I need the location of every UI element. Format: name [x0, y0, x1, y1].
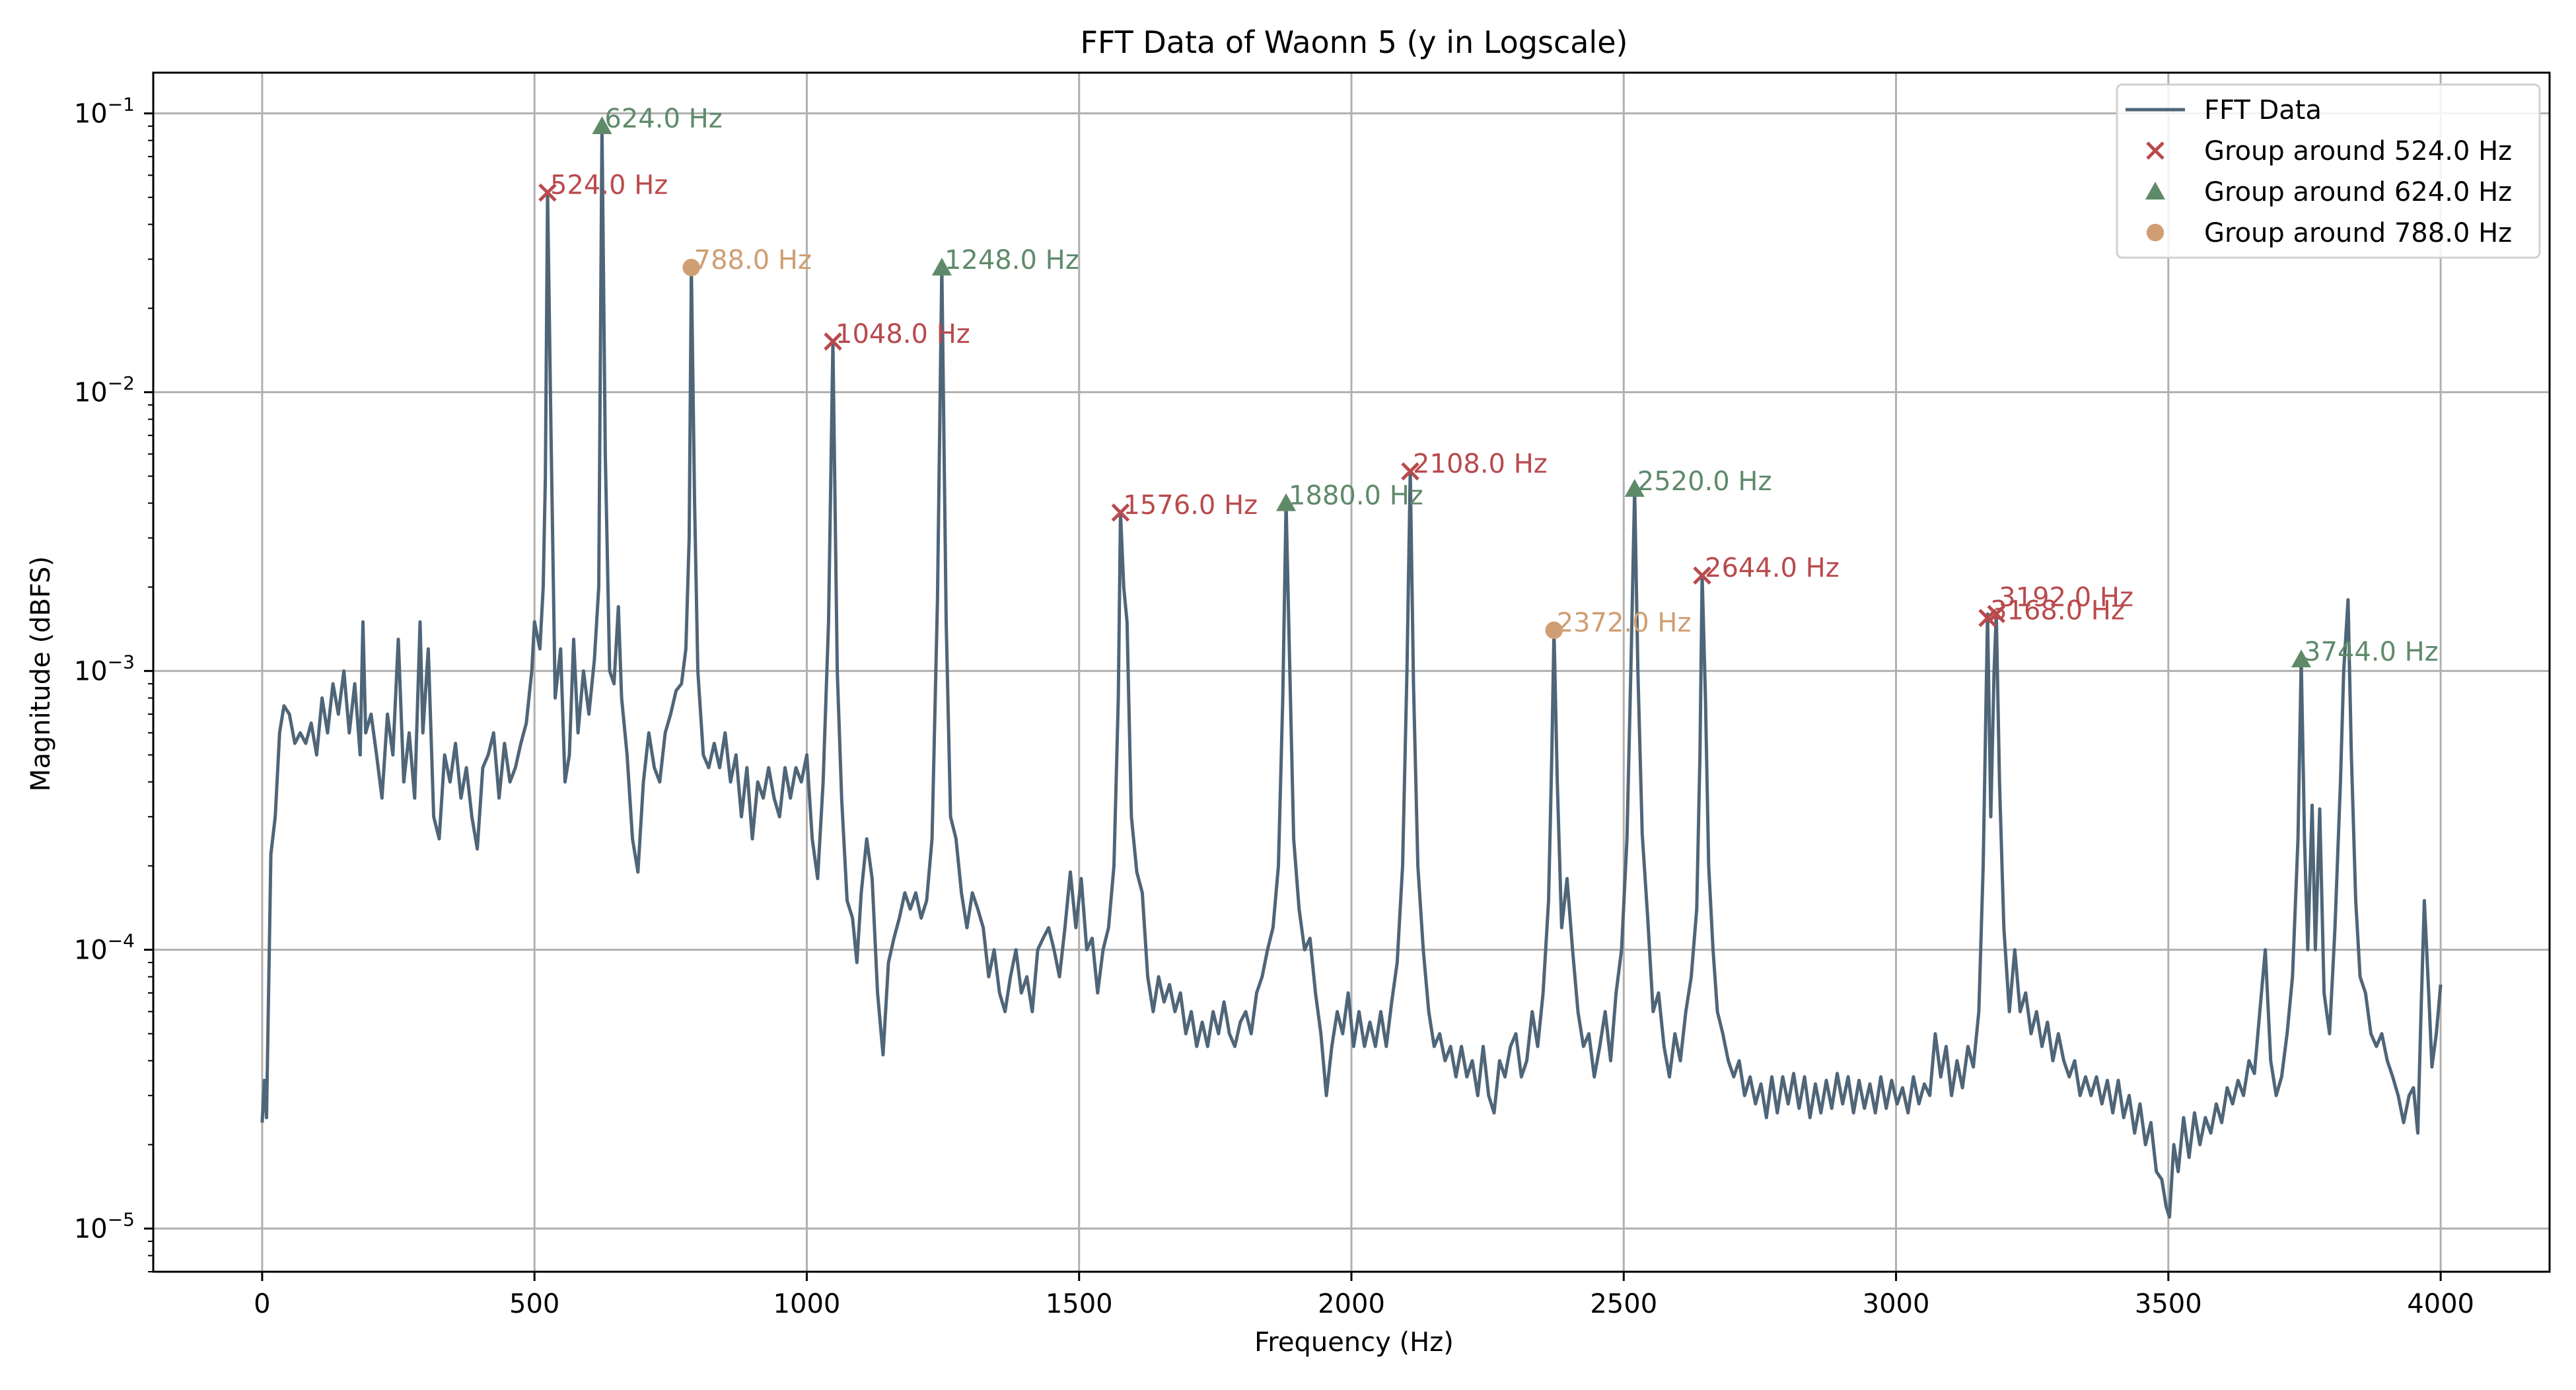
- y-tick-label: 10−5: [74, 1209, 135, 1245]
- peak-marker: [1401, 462, 1419, 481]
- y-tick-label: 10−4: [74, 930, 135, 966]
- legend-label: Group around 524.0 Hz: [2204, 136, 2512, 166]
- x-tick-label: 4000: [2407, 1289, 2474, 1319]
- legend-marker: [2146, 141, 2165, 160]
- peak-label: 3168.0 Hz: [1990, 595, 2125, 626]
- chart-title: FFT Data of Waonn 5 (y in Logscale): [1081, 24, 1628, 60]
- x-tick-label: 3000: [1863, 1289, 1930, 1319]
- x-tick-label: 500: [509, 1289, 559, 1319]
- legend-marker: [2145, 182, 2165, 200]
- y-axis-label: Magnitude (dBFS): [26, 556, 56, 791]
- legend-box: [2116, 83, 2541, 259]
- peak-label: 1248.0 Hz: [945, 245, 1079, 275]
- peak-marker: [1545, 621, 1563, 640]
- peak-label: 2372.0 Hz: [1557, 608, 1692, 638]
- x-tick-label: 3500: [2135, 1289, 2202, 1319]
- peak-label: 1880.0 Hz: [1289, 481, 1423, 511]
- x-tick-label: 2500: [1590, 1289, 1657, 1319]
- peak-label: 624.0 Hz: [604, 104, 722, 134]
- peak-marker: [1111, 503, 1130, 522]
- peak-label: 2644.0 Hz: [1705, 553, 1840, 583]
- peak-label: 3744.0 Hz: [2304, 637, 2439, 667]
- peak-marker: [2291, 649, 2312, 668]
- x-axis-label: Frequency (Hz): [1254, 1327, 1454, 1358]
- peak-marker: [931, 257, 952, 275]
- peak-marker: [1987, 604, 2006, 624]
- peaks-layer: 524.0 Hz 624.0 Hz 788.0 Hz 1048.0 Hz 1248.0 …: [538, 104, 2439, 668]
- legend: FFT Data Group around 524.0 Hz Group aroun…: [2116, 83, 2541, 259]
- peak-marker: [1276, 493, 1297, 511]
- legend-label: FFT Data: [2204, 95, 2322, 126]
- peak-marker: [592, 116, 612, 134]
- peak-marker: [682, 258, 700, 277]
- peak-label: 1048.0 Hz: [836, 319, 970, 349]
- fft-data-line: [260, 124, 2443, 1219]
- x-tick-label: 1000: [773, 1289, 841, 1319]
- x-tick-label: 0: [254, 1289, 270, 1319]
- peak-label: 788.0 Hz: [694, 245, 812, 275]
- peak-label: 2520.0 Hz: [1637, 466, 1772, 497]
- series-layer: [260, 124, 2443, 1219]
- x-tick-label: 1500: [1046, 1289, 1113, 1319]
- peak-marker: [1624, 478, 1645, 497]
- x-tick-label: 2000: [1318, 1289, 1385, 1319]
- legend-label: Group around 624.0 Hz: [2204, 177, 2512, 207]
- peak-label: 1576.0 Hz: [1123, 490, 1258, 521]
- peak-label: 524.0 Hz: [550, 170, 668, 201]
- legend-label: Group around 788.0 Hz: [2204, 218, 2512, 248]
- peak-marker: [538, 183, 557, 202]
- axes-layer: 0 500 1000 1500 2000 2500 3000 3500 4000 10−1 10−2…: [74, 94, 2474, 1319]
- y-tick-label: 10−1: [74, 94, 135, 129]
- peak-label: 3192.0 Hz: [1999, 583, 2133, 613]
- legend-marker: [2146, 223, 2165, 242]
- y-tick-label: 10−3: [74, 651, 135, 687]
- y-tick-label: 10−2: [74, 373, 135, 408]
- peak-marker: [1693, 566, 1711, 585]
- peak-label: 2108.0 Hz: [1413, 449, 1548, 480]
- peak-marker: [824, 332, 842, 351]
